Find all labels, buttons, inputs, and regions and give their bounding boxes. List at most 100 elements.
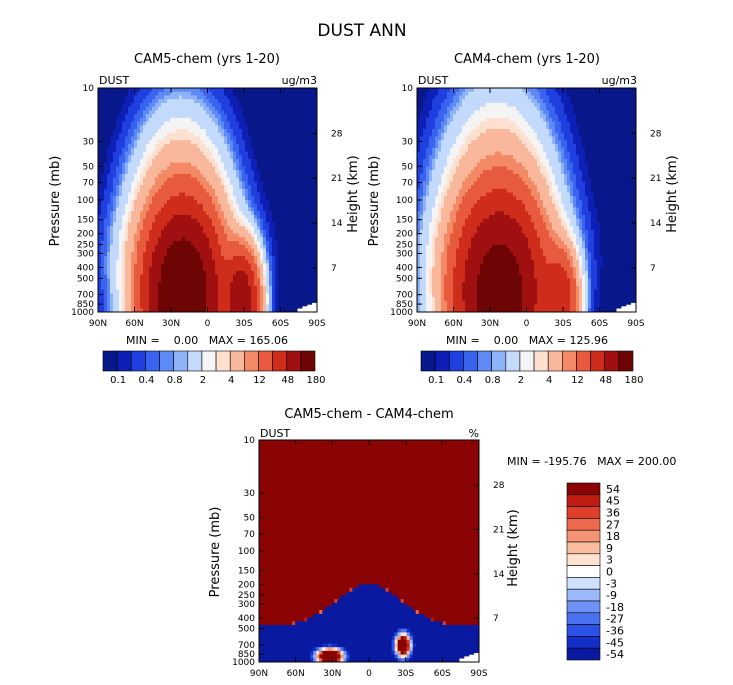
- heatmap-cell: [224, 106, 228, 111]
- heatmap-cell: [140, 192, 144, 197]
- heatmap-cell: [197, 181, 201, 186]
- heatmap-cell: [278, 278, 282, 283]
- heatmap-cell: [459, 110, 463, 115]
- heatmap-cell: [173, 218, 177, 223]
- heatmap-cell: [474, 106, 478, 111]
- heatmap-cell: [281, 88, 285, 93]
- heatmap-cell: [104, 192, 108, 197]
- heatmap-cell: [197, 233, 201, 238]
- heatmap-cell: [209, 151, 213, 156]
- heatmap-cell: [131, 293, 135, 298]
- heatmap-cell: [110, 300, 114, 305]
- heatmap-cell: [528, 110, 532, 115]
- heatmap-cell: [200, 237, 204, 242]
- heatmap-cell: [302, 270, 306, 276]
- heatmap-cell: [203, 259, 207, 264]
- heatmap-cell: [308, 282, 312, 287]
- heatmap-cell: [531, 91, 535, 96]
- heatmap-cell: [287, 274, 291, 279]
- heatmap-cell: [173, 289, 177, 294]
- heatmap-cell: [155, 207, 159, 212]
- heatmap-cell: [170, 181, 174, 186]
- heatmap-cell: [251, 256, 255, 261]
- heatmap-cell: [248, 267, 252, 272]
- heatmap-cell: [149, 129, 153, 134]
- heatmap-cell: [284, 259, 288, 264]
- heatmap-cell: [197, 177, 201, 182]
- heatmap-cell: [594, 102, 598, 108]
- heatmap-cell: [206, 263, 210, 268]
- heatmap-cell: [275, 207, 279, 212]
- heatmap-cell: [179, 117, 183, 122]
- heatmap-cell: [242, 91, 246, 96]
- heatmap-cell: [122, 218, 126, 223]
- heatmap-cell: [221, 91, 225, 96]
- heatmap-cell: [233, 244, 237, 249]
- heatmap-cell: [128, 140, 132, 145]
- heatmap-cell: [275, 88, 279, 93]
- heatmap-cell: [299, 259, 303, 264]
- heatmap-cell: [107, 211, 111, 216]
- heatmap-cell: [149, 91, 153, 96]
- heatmap-cell: [302, 106, 306, 111]
- heatmap-cell: [233, 144, 237, 149]
- heatmap-cell: [429, 106, 433, 111]
- heatmap-cell: [495, 110, 499, 115]
- heatmap-cell: [254, 110, 258, 115]
- heatmap-cell: [302, 162, 306, 167]
- heatmap-cell: [278, 282, 282, 287]
- heatmap-cell: [438, 88, 442, 93]
- heatmap-cell: [131, 270, 135, 276]
- heatmap-cell: [299, 226, 303, 231]
- heatmap-cell: [197, 274, 201, 279]
- heatmap-cell: [98, 237, 102, 242]
- heatmap-cell: [137, 218, 141, 223]
- heatmap-cell: [305, 117, 309, 122]
- heatmap-cell: [104, 121, 108, 126]
- y-tick-label: 300: [77, 249, 94, 259]
- heatmap-cell: [158, 267, 162, 272]
- heatmap-cell: [110, 218, 114, 223]
- heatmap-cell: [218, 244, 222, 249]
- heatmap-cell: [275, 196, 279, 201]
- heatmap-cell: [200, 244, 204, 249]
- heatmap-cell: [263, 106, 267, 111]
- heatmap-cell: [194, 233, 198, 238]
- heatmap-cell: [224, 256, 228, 261]
- heatmap-cell: [594, 91, 598, 96]
- heatmap-cell: [104, 117, 108, 122]
- heatmap-cell: [152, 114, 156, 119]
- heatmap-cell: [158, 248, 162, 253]
- y-tick-label: 850: [77, 300, 94, 310]
- heatmap-cell: [122, 248, 126, 253]
- heatmap-cell: [591, 110, 595, 115]
- heatmap-cell: [266, 151, 270, 156]
- heatmap-cell: [101, 196, 105, 201]
- heatmap-cell: [254, 106, 258, 111]
- heatmap-cell: [281, 95, 285, 100]
- heatmap-cell: [110, 233, 114, 238]
- heatmap-cell: [122, 244, 126, 249]
- heatmap-cell: [287, 162, 291, 167]
- heatmap-cell: [266, 218, 270, 223]
- heatmap-cell: [182, 244, 186, 249]
- heatmap-cell: [272, 155, 276, 160]
- heatmap-cell: [221, 185, 225, 190]
- heatmap-cell: [179, 114, 183, 119]
- heatmap-cell: [221, 196, 225, 201]
- heatmap-cell: [314, 297, 318, 302]
- heatmap-cell: [441, 102, 445, 108]
- heatmap-cell: [233, 88, 237, 93]
- heatmap-cell: [290, 252, 294, 257]
- heatmap-cell: [170, 218, 174, 223]
- heatmap-cell: [107, 140, 111, 145]
- heatmap-cell: [182, 289, 186, 294]
- heatmap-cell: [182, 99, 186, 104]
- heatmap-cell: [188, 203, 192, 208]
- heatmap-cell: [164, 214, 168, 220]
- heatmap-cell: [143, 144, 147, 149]
- heatmap-cell: [206, 267, 210, 272]
- heatmap-cell: [206, 248, 210, 253]
- heatmap-cell: [143, 237, 147, 242]
- heatmap-cell: [143, 289, 147, 294]
